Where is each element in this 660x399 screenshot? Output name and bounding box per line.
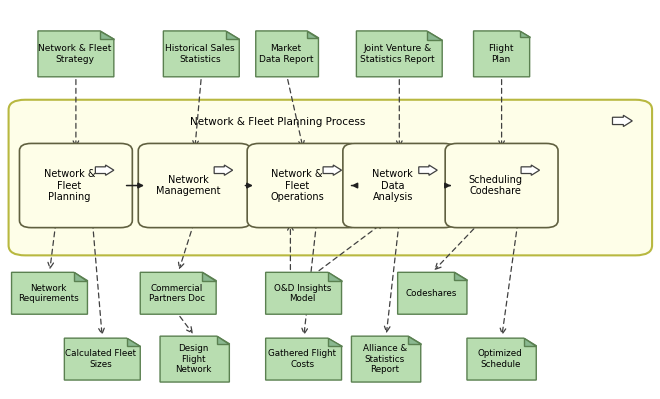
Polygon shape <box>217 336 230 344</box>
Polygon shape <box>351 336 421 382</box>
Text: Optimized
Schedule: Optimized Schedule <box>478 350 523 369</box>
FancyBboxPatch shape <box>20 144 132 227</box>
Text: Scheduling
Codeshare: Scheduling Codeshare <box>468 175 522 196</box>
Text: Commercial
Partners Doc: Commercial Partners Doc <box>148 284 205 303</box>
Text: Alliance &
Statistics
Report: Alliance & Statistics Report <box>363 344 407 374</box>
Polygon shape <box>141 272 216 314</box>
Polygon shape <box>265 272 342 314</box>
Polygon shape <box>11 272 87 314</box>
Polygon shape <box>164 31 239 77</box>
Text: Flight
Plan: Flight Plan <box>488 44 513 63</box>
Text: Network &
Fleet
Operations: Network & Fleet Operations <box>270 169 324 202</box>
Text: Joint Venture &
Statistics Report: Joint Venture & Statistics Report <box>360 44 435 63</box>
Polygon shape <box>521 165 539 175</box>
Polygon shape <box>356 31 442 77</box>
Polygon shape <box>519 31 529 37</box>
Text: Codeshares: Codeshares <box>405 289 457 298</box>
Polygon shape <box>467 338 536 380</box>
Text: O&D Insights
Model: O&D Insights Model <box>273 284 331 303</box>
Polygon shape <box>226 31 239 39</box>
Polygon shape <box>265 338 342 380</box>
Text: Historical Sales
Statistics: Historical Sales Statistics <box>165 44 235 63</box>
Text: Network
Data
Analysis: Network Data Analysis <box>372 169 413 202</box>
Polygon shape <box>127 338 140 346</box>
Polygon shape <box>397 272 467 314</box>
Polygon shape <box>256 31 318 77</box>
Polygon shape <box>323 165 342 175</box>
Text: Design
Flight
Network: Design Flight Network <box>176 344 212 374</box>
Polygon shape <box>95 165 114 175</box>
Polygon shape <box>328 338 342 346</box>
Text: Network &
Fleet
Planning: Network & Fleet Planning <box>44 169 95 202</box>
Polygon shape <box>100 31 114 39</box>
Polygon shape <box>160 336 230 382</box>
Polygon shape <box>474 31 529 77</box>
Polygon shape <box>418 165 437 175</box>
Polygon shape <box>455 272 467 280</box>
Text: Network & Fleet Planning Process: Network & Fleet Planning Process <box>189 117 365 127</box>
FancyBboxPatch shape <box>445 144 558 227</box>
Polygon shape <box>74 272 87 280</box>
Text: Market
Data Report: Market Data Report <box>259 44 314 63</box>
Polygon shape <box>328 272 342 280</box>
FancyBboxPatch shape <box>247 144 360 227</box>
FancyBboxPatch shape <box>138 144 251 227</box>
Polygon shape <box>307 31 318 38</box>
Polygon shape <box>203 272 216 280</box>
Polygon shape <box>524 338 536 346</box>
Text: Network
Requirements: Network Requirements <box>18 284 79 303</box>
Polygon shape <box>65 338 140 380</box>
Polygon shape <box>38 31 114 77</box>
Text: Network & Fleet
Strategy: Network & Fleet Strategy <box>38 44 112 63</box>
Polygon shape <box>612 115 632 126</box>
Text: Gathered Flight
Costs: Gathered Flight Costs <box>268 350 336 369</box>
Polygon shape <box>214 165 233 175</box>
FancyBboxPatch shape <box>9 100 652 255</box>
Text: Calculated Fleet
Sizes: Calculated Fleet Sizes <box>65 350 137 369</box>
Text: Network
Management: Network Management <box>156 175 220 196</box>
Polygon shape <box>409 336 421 344</box>
Polygon shape <box>427 31 442 40</box>
FancyBboxPatch shape <box>343 144 455 227</box>
